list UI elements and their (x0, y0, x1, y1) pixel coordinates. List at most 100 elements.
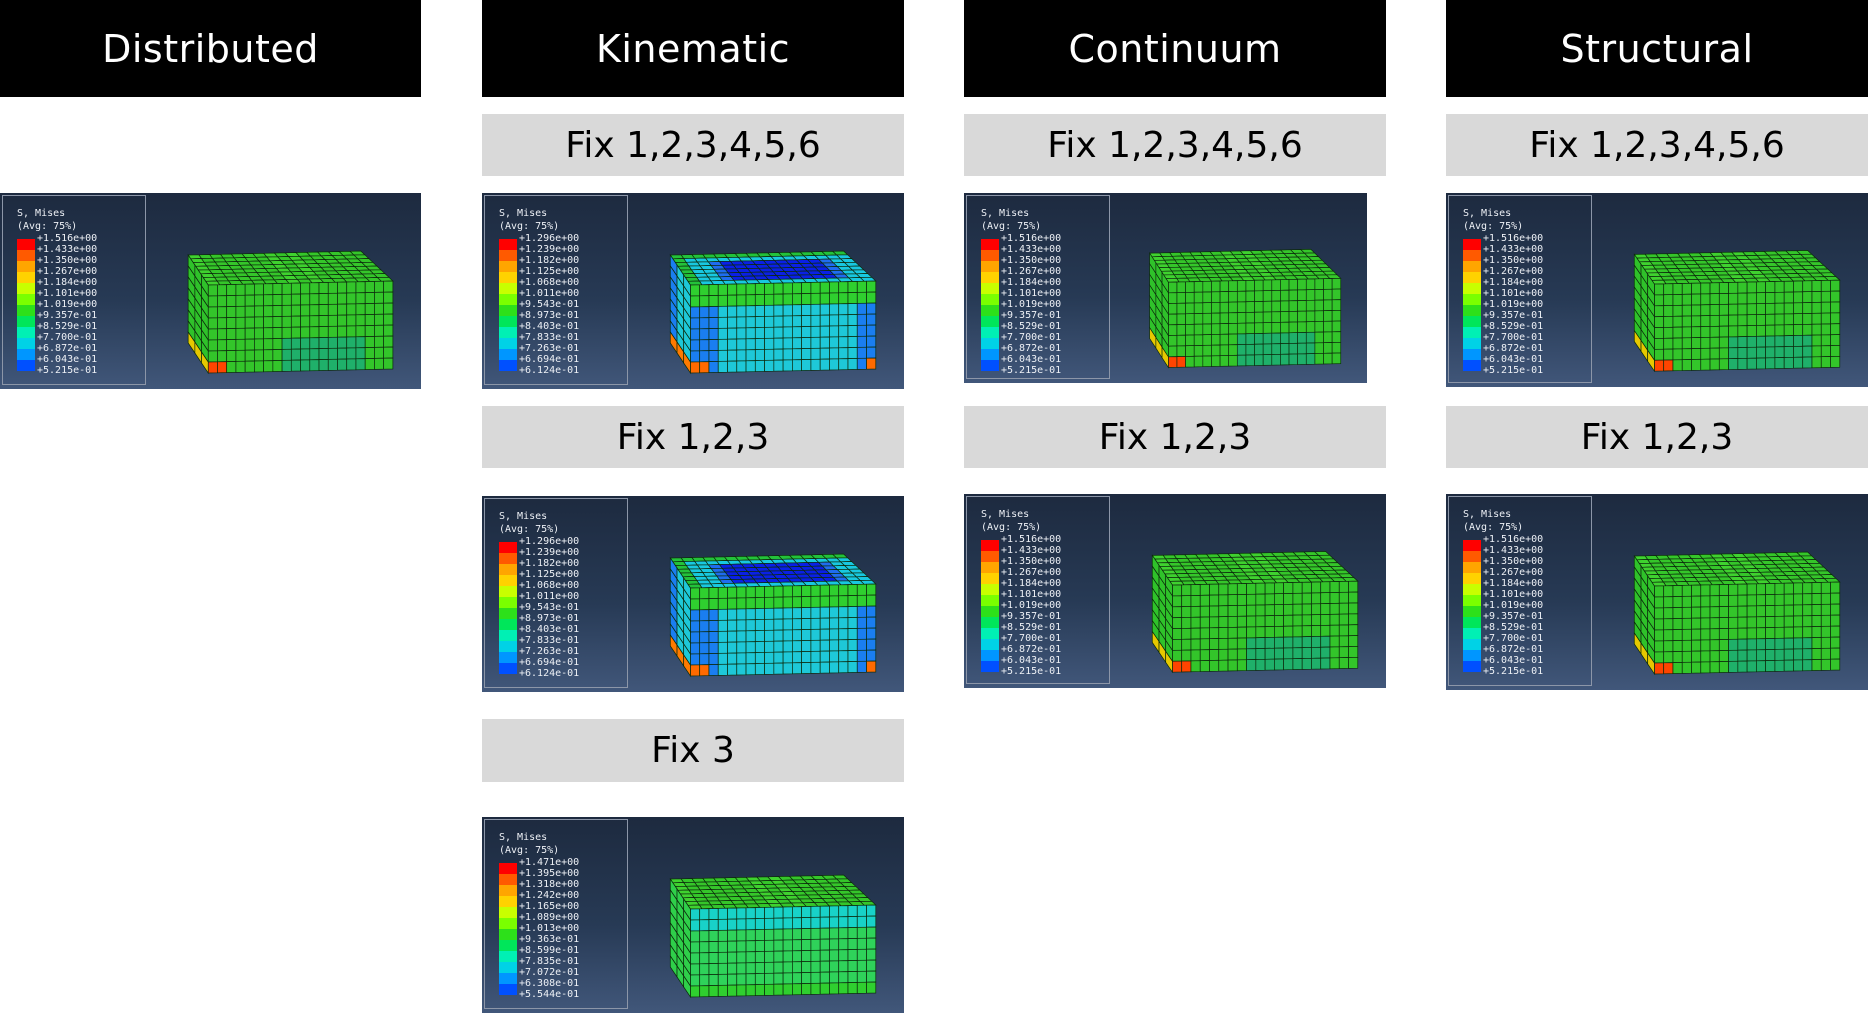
legend-value: +8.529e-01 (1483, 622, 1544, 633)
legend-value: +1.182e+00 (519, 255, 580, 266)
legend-value: +1.019e+00 (1483, 299, 1544, 310)
legend-swatch (981, 595, 999, 606)
legend-swatch (17, 239, 35, 250)
legend-swatch (499, 360, 517, 371)
legend-value: +7.700e-01 (1483, 633, 1544, 644)
legend-value: +6.694e-01 (519, 657, 580, 668)
legend-value: +1.184e+00 (37, 277, 98, 288)
legend-swatch (499, 294, 517, 305)
legend-swatch (981, 628, 999, 639)
legend-swatch (981, 272, 999, 283)
legend-color-bar (981, 540, 999, 672)
legend-value: +6.043e-01 (1483, 655, 1544, 666)
legend-value: +1.516e+00 (37, 233, 98, 244)
legend-value: +6.043e-01 (37, 354, 98, 365)
legend-value: +7.833e-01 (519, 635, 580, 646)
legend-value: +8.529e-01 (1001, 622, 1062, 633)
legend-swatch (499, 349, 517, 360)
legend-value: +7.700e-01 (1483, 332, 1544, 343)
legend-value: +6.124e-01 (519, 365, 580, 376)
legend-swatch (499, 973, 517, 984)
legend-swatch (1463, 617, 1481, 628)
legend-swatch (1463, 272, 1481, 283)
legend-value: +7.263e-01 (519, 646, 580, 657)
legend-swatch (981, 540, 999, 551)
legend-swatch (499, 239, 517, 250)
legend-swatch (17, 360, 35, 371)
legend-swatch (981, 305, 999, 316)
legend-title: S, Mises (499, 832, 548, 843)
legend-value: +7.700e-01 (37, 332, 98, 343)
legend-swatch (499, 929, 517, 940)
contour-model (1114, 193, 1367, 383)
legend-value: +1.068e+00 (519, 580, 580, 591)
result-kinematic-fix3: S, Mises (Avg: 75%) +1.471e+00 +1.395e+00 +1… (482, 817, 904, 1013)
legend-value: +1.011e+00 (519, 288, 580, 299)
legend-swatch (499, 951, 517, 962)
legend-swatch (499, 630, 517, 641)
contour-model (1114, 494, 1386, 688)
legend-swatch (17, 316, 35, 327)
legend-value: +1.516e+00 (1483, 233, 1544, 244)
legend-swatch (17, 349, 35, 360)
legend-value: +1.101e+00 (1483, 589, 1544, 600)
legend-title: S, Mises (499, 511, 548, 522)
legend-value: +6.872e-01 (1001, 343, 1062, 354)
legend-value: +1.516e+00 (1483, 534, 1544, 545)
legend-swatch (17, 338, 35, 349)
legend-swatch (17, 327, 35, 338)
result-kinematic-fix123456: S, Mises (Avg: 75%) +1.296e+00 +1.239e+00 +1… (482, 193, 904, 389)
legend-value: +9.543e-01 (519, 602, 580, 613)
subheader-continuum-fix123: Fix 1,2,3 (964, 406, 1386, 468)
legend-value: +1.184e+00 (1001, 277, 1062, 288)
result-structural-fix123456: S, Mises (Avg: 75%) +1.516e+00 +1.433e+00 +1… (1446, 193, 1868, 387)
contour-model (150, 193, 421, 389)
legend-swatch (1463, 349, 1481, 360)
legend-swatch (1463, 261, 1481, 272)
legend-title: S, Mises (1463, 208, 1512, 219)
contour-model (1596, 494, 1868, 690)
legend-swatch (499, 907, 517, 918)
legend-value: +1.101e+00 (1001, 288, 1062, 299)
legend-value: +7.835e-01 (519, 956, 580, 967)
result-kinematic-fix123: S, Mises (Avg: 75%) +1.296e+00 +1.239e+00 +1… (482, 496, 904, 692)
legend: S, Mises (Avg: 75%) +1.296e+00 +1.239e+00 +1… (484, 195, 628, 385)
legend-swatch (981, 250, 999, 261)
legend-value: +8.599e-01 (519, 945, 580, 956)
legend-value: +1.125e+00 (519, 266, 580, 277)
legend-values: +1.471e+00 +1.395e+00 +1.318e+00 +1.242e+00… (519, 857, 579, 1000)
legend-value: +6.043e-01 (1001, 655, 1062, 666)
legend-swatch (981, 239, 999, 250)
legend-value: +5.215e-01 (37, 365, 98, 376)
legend-value: +8.529e-01 (1001, 321, 1062, 332)
legend-value: +9.357e-01 (1483, 611, 1544, 622)
legend-swatch (499, 564, 517, 575)
legend: S, Mises (Avg: 75%) +1.516e+00 +1.433e+00 +1… (2, 195, 146, 385)
legend-swatch (1463, 562, 1481, 573)
legend-value: +7.263e-01 (519, 343, 580, 354)
legend-swatch (981, 639, 999, 650)
legend-color-bar (499, 542, 517, 674)
legend-average: (Avg: 75%) (499, 221, 560, 232)
legend-value: +1.184e+00 (1001, 578, 1062, 589)
legend-value: +9.357e-01 (37, 310, 98, 321)
legend-average: (Avg: 75%) (981, 221, 1042, 232)
legend-value: +1.267e+00 (1483, 567, 1544, 578)
legend-value: +7.072e-01 (519, 967, 580, 978)
legend-swatch (981, 338, 999, 349)
legend-swatch (981, 617, 999, 628)
legend-value: +6.872e-01 (1483, 644, 1544, 655)
legend-color-bar (1463, 239, 1481, 371)
legend-values: +1.516e+00 +1.433e+00 +1.350e+00 +1.267e+00… (1483, 534, 1543, 677)
legend-swatch (499, 327, 517, 338)
legend-value: +1.019e+00 (37, 299, 98, 310)
legend-swatch (981, 349, 999, 360)
legend: S, Mises (Avg: 75%) +1.471e+00 +1.395e+00 +1… (484, 819, 628, 1009)
legend-swatch (499, 896, 517, 907)
legend-value: +1.165e+00 (519, 901, 580, 912)
legend-value: +1.019e+00 (1001, 600, 1062, 611)
legend-value: +1.350e+00 (1001, 556, 1062, 567)
legend-swatch (981, 360, 999, 371)
legend-value: +6.872e-01 (37, 343, 98, 354)
contour-model (632, 817, 904, 1013)
